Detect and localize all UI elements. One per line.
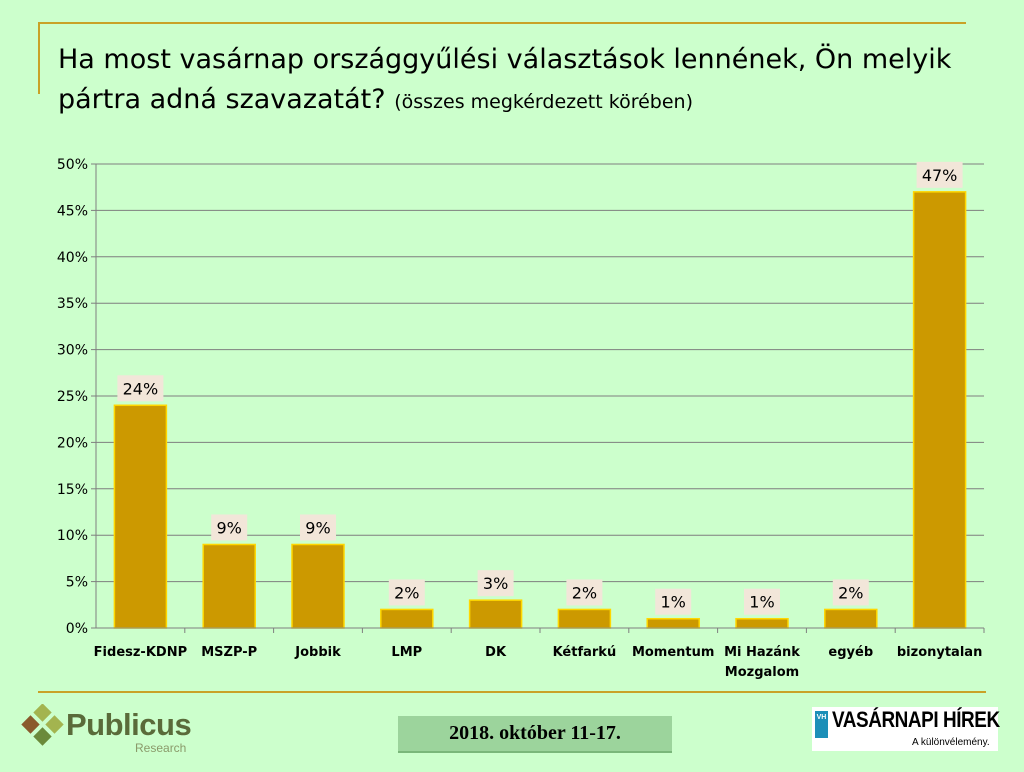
x-category-label: Mi Hazánk	[724, 645, 800, 660]
survey-date: 2018. október 11-17.	[449, 722, 621, 744]
x-category-label: egyéb	[828, 645, 873, 660]
y-tick-label: 25%	[57, 389, 88, 405]
data-label: 2%	[572, 583, 597, 602]
chart-title-sub: (összes megkérdezett körében)	[394, 91, 693, 113]
x-category-label: DK	[485, 645, 507, 660]
bar	[646, 617, 700, 629]
publicus-logo-name: Publicus	[66, 707, 192, 742]
footer-rule	[38, 691, 986, 693]
x-category-label: Mozgalom	[725, 665, 799, 680]
bar	[557, 608, 612, 629]
data-label-bg	[655, 588, 692, 615]
data-label-bg	[117, 375, 164, 402]
y-tick-label: 45%	[57, 203, 88, 219]
publicus-logo-icon	[21, 704, 64, 746]
data-label-bg	[832, 579, 869, 606]
bar	[468, 599, 523, 629]
data-label: 9%	[305, 518, 330, 537]
x-category-label: Fidesz-KDNP	[94, 645, 187, 660]
data-label: 3%	[483, 574, 508, 593]
bar	[113, 404, 168, 629]
bar	[912, 191, 967, 629]
date-box	[398, 716, 672, 753]
vh-tagline: A különvélemény.	[912, 737, 990, 748]
vh-badge-icon: VH	[815, 711, 828, 738]
publicus-logo-sub: Research	[135, 741, 187, 755]
data-label: 1%	[749, 593, 774, 612]
x-category-label: MSZP-P	[201, 645, 257, 660]
data-label-bg	[916, 161, 963, 188]
data-label: 24%	[123, 379, 159, 398]
vasarnapi-hirek-logo	[812, 707, 998, 751]
data-label: 47%	[922, 166, 958, 185]
data-label-bg	[211, 514, 248, 541]
y-tick-label: 15%	[57, 482, 88, 498]
data-label-bg	[388, 579, 425, 606]
data-label: 2%	[838, 583, 863, 602]
bar	[202, 543, 256, 629]
data-label-bg	[300, 514, 336, 541]
data-label-bg	[566, 579, 603, 606]
data-label-bg	[744, 588, 780, 615]
bar	[291, 543, 345, 629]
bar	[824, 608, 878, 629]
y-tick-label: 5%	[66, 575, 88, 591]
x-category-label: Jobbik	[294, 645, 341, 660]
data-label: 9%	[217, 518, 242, 537]
chart-title: Ha most vasárnap országgyűlési választás…	[58, 40, 958, 122]
x-category-label: Momentum	[632, 645, 715, 660]
x-category-label: bizonytalan	[897, 645, 982, 660]
vh-name: VASÁRNAPI HÍREK	[832, 707, 1000, 732]
data-label: 1%	[661, 593, 686, 612]
bar-chart: 0% 5% 10% 15% 20% 25% 30% 35% 40% 45% 50% 24% Fidesz…	[57, 157, 985, 680]
x-category-label: LMP	[391, 645, 422, 660]
y-tick-label: 35%	[57, 296, 88, 312]
y-tick-label: 20%	[57, 435, 88, 451]
title-side-rule	[38, 22, 40, 94]
y-tick-label: 10%	[57, 528, 88, 544]
y-tick-label: 50%	[57, 157, 88, 173]
y-tick-label: 0%	[66, 621, 88, 637]
y-tick-label: 40%	[57, 250, 88, 266]
bar	[380, 608, 434, 629]
x-category-label: Kétfarkú	[553, 645, 617, 660]
data-label: 2%	[394, 583, 419, 602]
y-tick-label: 30%	[57, 343, 88, 359]
data-label-bg	[477, 570, 514, 597]
chart-title-main: Ha most vasárnap országgyűlési választás…	[58, 44, 952, 115]
bar	[735, 617, 789, 629]
title-top-rule	[38, 22, 966, 24]
